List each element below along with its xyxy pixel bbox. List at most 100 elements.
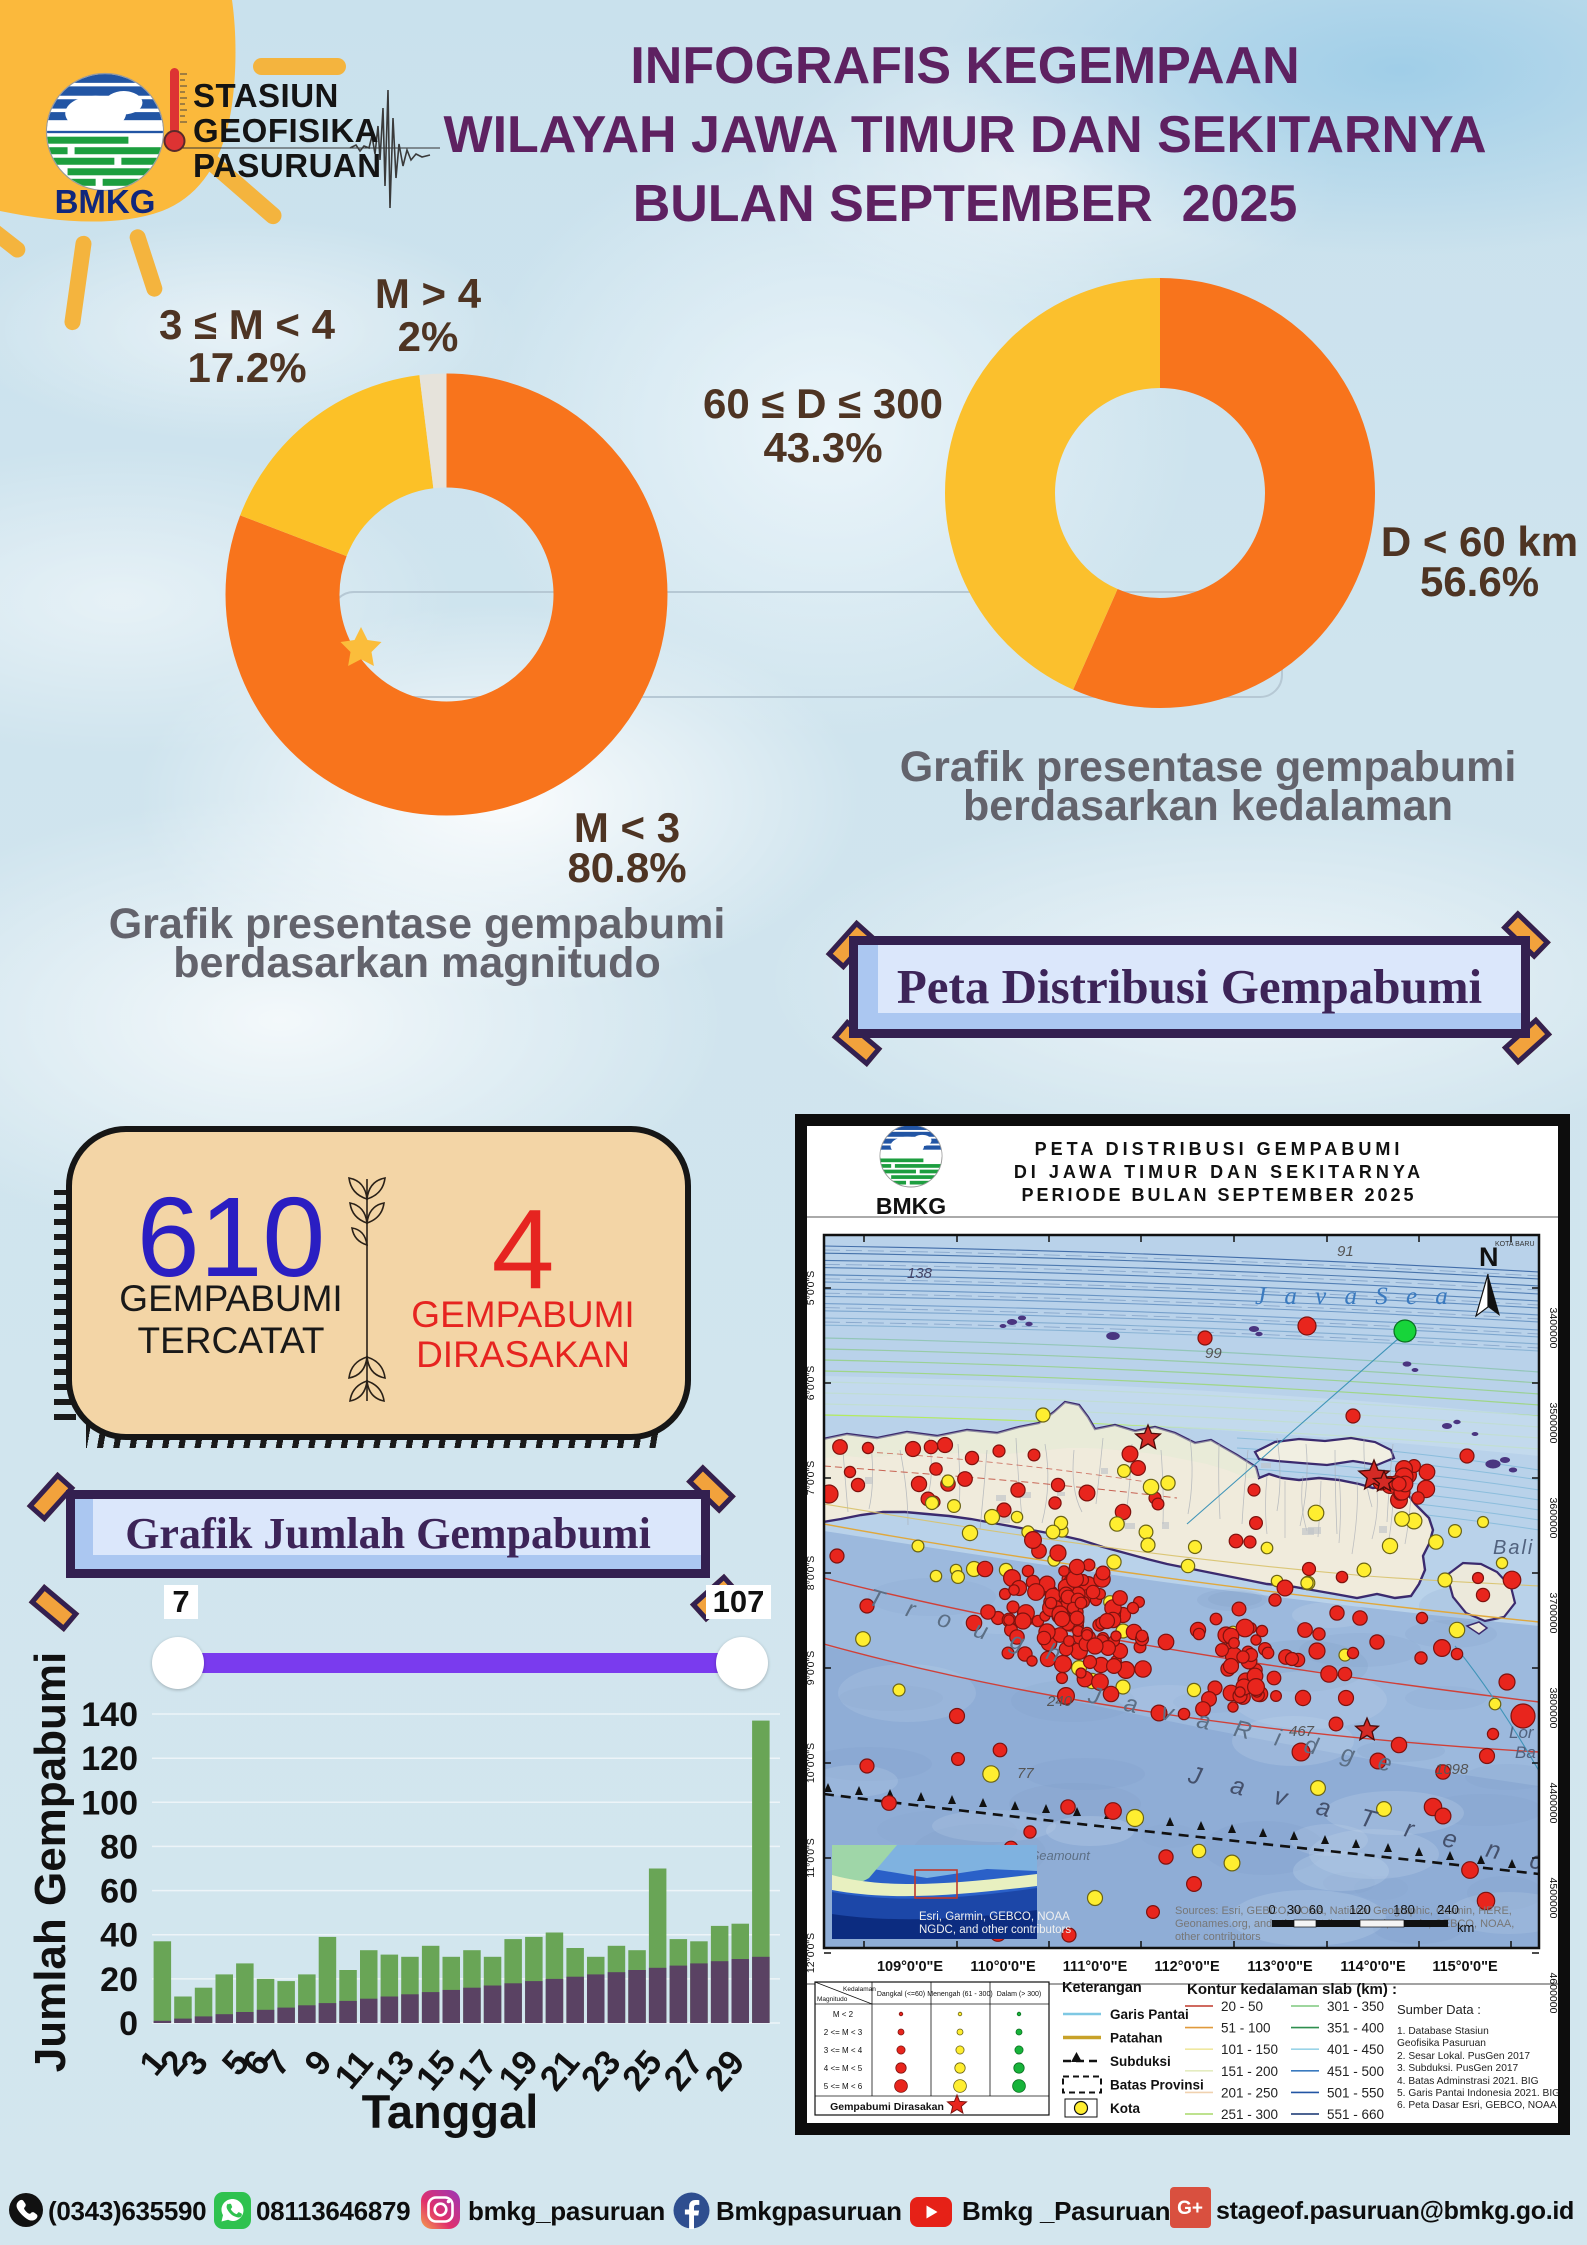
svg-text:301 - 350: 301 - 350 xyxy=(1327,1999,1384,2014)
svg-text:501 - 550: 501 - 550 xyxy=(1327,2085,1384,2100)
svg-text:BMKG: BMKG xyxy=(55,183,156,220)
svg-text:1. Database Stasiun: 1. Database Stasiun xyxy=(1397,2026,1489,2037)
svg-text:km: km xyxy=(1457,1920,1474,1935)
svg-text:251 - 300: 251 - 300 xyxy=(1221,2107,1278,2122)
svg-text:BMKG: BMKG xyxy=(876,1193,946,1219)
svg-text:201 - 250: 201 - 250 xyxy=(1221,2085,1278,2100)
svg-text:Esri, Garmin, GEBCO, NOAA: Esri, Garmin, GEBCO, NOAA xyxy=(919,1911,1070,1923)
svg-text:3. Subduksi. PusGen 2017: 3. Subduksi. PusGen 2017 xyxy=(1397,2063,1519,2074)
svg-text:3700000: 3700000 xyxy=(1547,1593,1558,1634)
svg-text:110°0'0"E: 110°0'0"E xyxy=(970,1959,1036,1975)
svg-text:J a v a S e a: J a v a S e a xyxy=(1255,1283,1454,1310)
svg-text:Bali Bas: Bali Bas xyxy=(1493,1537,1558,1559)
svg-text:11°0'0"S: 11°0'0"S xyxy=(807,1838,817,1878)
svg-text:109°0'0"E: 109°0'0"E xyxy=(877,1959,943,1975)
svg-text:401 - 450: 401 - 450 xyxy=(1327,2042,1384,2057)
svg-text:99: 99 xyxy=(1205,1345,1222,1362)
svg-text:10°0'0"S: 10°0'0"S xyxy=(807,1743,817,1783)
svg-text:40: 40 xyxy=(100,1917,138,1955)
svg-text:Menengah (61 - 300): Menengah (61 - 300) xyxy=(927,1991,992,1998)
svg-text:467: 467 xyxy=(1289,1723,1315,1740)
svg-text:240: 240 xyxy=(1046,1693,1073,1710)
svg-text:PETA DISTRIBUSI GEMPABUMI: PETA DISTRIBUSI GEMPABUMI xyxy=(1035,1139,1404,1159)
svg-text:Subduksi: Subduksi xyxy=(1110,2054,1171,2069)
svg-text:Kedalaman: Kedalaman xyxy=(843,1986,876,1993)
svg-text:KOTA BARU: KOTA BARU xyxy=(1495,1241,1535,1248)
svg-text:3600000: 3600000 xyxy=(1547,1498,1558,1539)
svg-text:Geofisika Pasuruan: Geofisika Pasuruan xyxy=(1397,2038,1486,2049)
svg-text:20: 20 xyxy=(100,1961,138,1999)
svg-text:0: 0 xyxy=(119,2005,138,2043)
svg-text:240: 240 xyxy=(1437,1902,1459,1917)
svg-text:60: 60 xyxy=(1309,1902,1323,1917)
svg-text:101 - 150: 101 - 150 xyxy=(1221,2042,1278,2057)
svg-text:91: 91 xyxy=(1337,1243,1354,1260)
svg-text:80: 80 xyxy=(100,1828,138,1866)
svg-text:5°0'0"S: 5°0'0"S xyxy=(807,1271,817,1305)
svg-text:Dangkal (<=60): Dangkal (<=60) xyxy=(877,1991,925,1998)
svg-text:5 <= M < 6: 5 <= M < 6 xyxy=(824,2082,863,2091)
svg-text:9°0'0"S: 9°0'0"S xyxy=(807,1651,817,1685)
svg-text:451 - 500: 451 - 500 xyxy=(1327,2064,1384,2079)
svg-text:N: N xyxy=(1479,1242,1499,1272)
svg-text:6°0'0"S: 6°0'0"S xyxy=(807,1366,817,1400)
svg-text:Keterangan: Keterangan xyxy=(1062,1980,1142,1996)
svg-text:151 - 200: 151 - 200 xyxy=(1221,2064,1278,2079)
svg-text:3400000: 3400000 xyxy=(1547,1308,1558,1349)
svg-text:4400000: 4400000 xyxy=(1547,1783,1558,1824)
svg-text:138: 138 xyxy=(907,1265,933,1282)
svg-text:5. Garis Pantai Indonesia 2021: 5. Garis Pantai Indonesia 2021. BIG xyxy=(1397,2088,1558,2099)
svg-text:other contributors: other contributors xyxy=(1175,1931,1261,1943)
svg-text:Magnitudo: Magnitudo xyxy=(817,1996,848,2003)
svg-text:120: 120 xyxy=(1349,1902,1371,1917)
svg-text:4 <= M < 5: 4 <= M < 5 xyxy=(824,2064,863,2073)
svg-text:113°0'0"E: 113°0'0"E xyxy=(1247,1959,1313,1975)
svg-text:30: 30 xyxy=(1287,1902,1301,1917)
svg-text:Kota: Kota xyxy=(1110,2101,1140,2116)
svg-text:6. Peta Dasar Esri, GEBCO, NOA: 6. Peta Dasar Esri, GEBCO, NOAA xyxy=(1397,2100,1557,2111)
svg-text:3 <= M < 4: 3 <= M < 4 xyxy=(824,2046,863,2055)
svg-text:4. Batas Adminstrasi 2021. BIG: 4. Batas Adminstrasi 2021. BIG xyxy=(1397,2076,1539,2087)
svg-text:51 - 100: 51 - 100 xyxy=(1221,2021,1271,2036)
svg-text:G+: G+ xyxy=(1177,2198,1203,2219)
svg-text:551 - 660: 551 - 660 xyxy=(1327,2107,1384,2122)
svg-text:Lor: Lor xyxy=(1509,1723,1535,1742)
svg-text:4600000: 4600000 xyxy=(1547,1973,1558,2014)
svg-text:111°0'0"E: 111°0'0"E xyxy=(1063,1959,1128,1975)
svg-text:7°0'0"S: 7°0'0"S xyxy=(807,1461,817,1495)
svg-text:Batas Provinsi: Batas Provinsi xyxy=(1110,2078,1204,2093)
svg-text:0: 0 xyxy=(1268,1902,1275,1917)
svg-text:1098: 1098 xyxy=(1435,1761,1469,1778)
svg-text:Gempabumi Dirasakan: Gempabumi Dirasakan xyxy=(830,2101,944,2113)
svg-text:4500000: 4500000 xyxy=(1547,1878,1558,1919)
svg-text:M < 2: M < 2 xyxy=(833,2010,854,2019)
svg-text:140: 140 xyxy=(81,1696,138,1734)
svg-text:3800000: 3800000 xyxy=(1547,1688,1558,1729)
svg-text:60: 60 xyxy=(100,1873,138,1911)
svg-text:2. Sesar Lokal. PusGen 2017: 2. Sesar Lokal. PusGen 2017 xyxy=(1397,2051,1530,2062)
svg-text:29: 29 xyxy=(697,2043,752,2098)
svg-text:Garis Pantai: Garis Pantai xyxy=(1110,2007,1189,2022)
svg-text:112°0'0"E: 112°0'0"E xyxy=(1154,1959,1220,1975)
svg-text:114°0'0"E: 114°0'0"E xyxy=(1340,1959,1406,1975)
svg-text:180: 180 xyxy=(1393,1902,1415,1917)
svg-text:Dalam (> 300): Dalam (> 300) xyxy=(997,1991,1042,1998)
svg-text:Sources: Esri, GEBCO, NOAA, Na: Sources: Esri, GEBCO, NOAA, National Geo… xyxy=(1175,1905,1512,1917)
svg-text:Sumber Data :: Sumber Data : xyxy=(1397,2002,1481,2017)
svg-text:2 <= M < 3: 2 <= M < 3 xyxy=(824,2028,863,2037)
svg-text:Ba: Ba xyxy=(1515,1743,1536,1762)
svg-text:DI JAWA TIMUR DAN SEKITARNYA: DI JAWA TIMUR DAN SEKITARNYA xyxy=(1014,1162,1424,1182)
svg-text:100: 100 xyxy=(81,1784,138,1822)
svg-text:351 - 400: 351 - 400 xyxy=(1327,2021,1384,2036)
svg-text:PERIODE BULAN SEPTEMBER 2025: PERIODE BULAN SEPTEMBER 2025 xyxy=(1021,1185,1416,1205)
svg-text:12°0'0"S: 12°0'0"S xyxy=(807,1933,817,1973)
svg-text:115°0'0"E: 115°0'0"E xyxy=(1432,1959,1498,1975)
svg-text:NGDC, and other contributors: NGDC, and other contributors xyxy=(919,1924,1071,1936)
svg-text:3500000: 3500000 xyxy=(1547,1403,1558,1444)
svg-text:20 - 50: 20 - 50 xyxy=(1221,1999,1263,2014)
svg-text:8°0'0"S: 8°0'0"S xyxy=(807,1556,817,1590)
svg-text:77: 77 xyxy=(1017,1765,1034,1782)
svg-text:Patahan: Patahan xyxy=(1110,2031,1163,2046)
svg-text:120: 120 xyxy=(81,1740,138,1778)
svg-text:Kontur kedalaman slab (km) :: Kontur kedalaman slab (km) : xyxy=(1187,1981,1397,1998)
